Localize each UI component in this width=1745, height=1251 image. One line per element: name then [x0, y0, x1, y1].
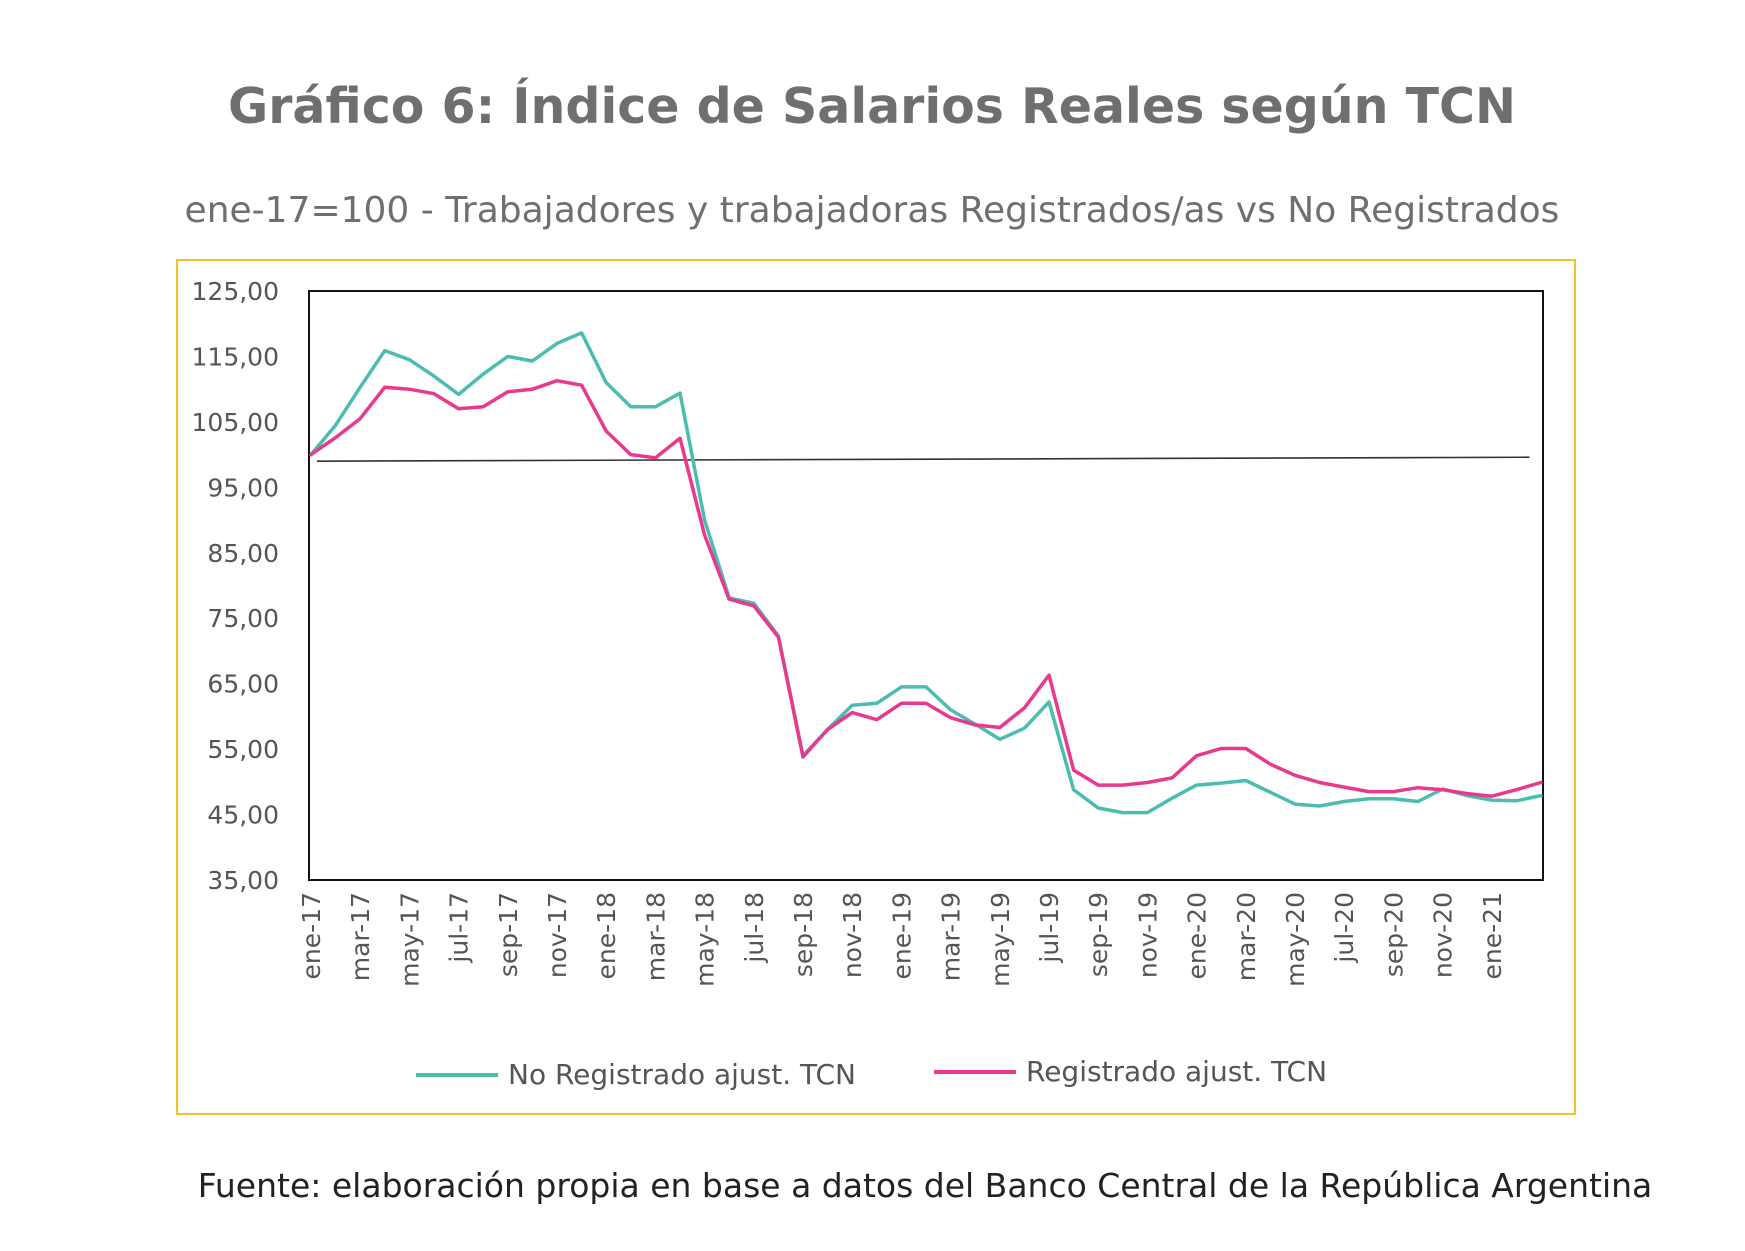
x-tick-label: ene-19 [887, 892, 916, 979]
y-tick-label: 65,00 [207, 670, 279, 699]
source-note: Fuente: elaboración propia en base a dat… [198, 1166, 1653, 1205]
x-tick-label: mar-19 [937, 892, 966, 981]
x-tick-label: may-17 [395, 892, 424, 987]
x-tick-label: may-18 [691, 892, 720, 987]
x-tick-label: mar-17 [346, 892, 375, 981]
x-tick-label: ene-17 [297, 892, 326, 979]
x-tick-label: sep-17 [494, 892, 523, 977]
y-tick-label: 55,00 [207, 735, 279, 764]
x-tick-label: jul-20 [1330, 892, 1359, 964]
y-tick-label: 45,00 [207, 801, 279, 830]
x-tick-label: ene-18 [592, 892, 621, 979]
x-tick-label: sep-18 [789, 892, 818, 977]
y-tick-label: 95,00 [207, 473, 279, 502]
x-tick-label: sep-19 [1084, 892, 1113, 977]
plot-area [308, 290, 1544, 881]
x-tick-label: jul-18 [740, 892, 769, 964]
legend-label: Registrado ajust. TCN [1026, 1055, 1327, 1088]
x-tick-label: sep-20 [1379, 892, 1408, 977]
y-axis: 125,00 115,00 105,00 95,00 85,00 75,00 65,00 55… [192, 277, 279, 895]
x-tick-label: nov-18 [838, 892, 867, 978]
x-tick-label: may-19 [986, 892, 1015, 987]
x-tick-label: ene-21 [1478, 892, 1507, 979]
y-tick-label: 85,00 [207, 539, 279, 568]
x-tick-label: mar-20 [1232, 892, 1261, 981]
chart-frame [176, 259, 1576, 1115]
x-axis: ene-17 mar-17 may-17 jul-17 sep-17 nov-17 ene-… [297, 892, 1507, 987]
x-tick-label: nov-19 [1133, 892, 1162, 978]
series-group [309, 331, 1543, 815]
x-tick-label: may-20 [1281, 892, 1310, 987]
chart-title: Gráfico 6: Índice de Salarios Reales seg… [228, 76, 1516, 135]
legend: No Registrado ajust. TCN Registrado ajust… [416, 1055, 1327, 1091]
series-line-registrado [309, 378, 1543, 798]
x-tick-label: nov-17 [543, 892, 572, 978]
reference-line [316, 456, 1530, 462]
x-tick-label: mar-18 [641, 892, 670, 981]
y-tick-label: 105,00 [192, 408, 279, 437]
y-tick-label: 115,00 [192, 342, 279, 371]
x-tick-label: jul-17 [445, 892, 474, 964]
series-line-no-registrado [309, 331, 1543, 815]
x-tick-label: ene-20 [1183, 892, 1212, 979]
y-tick-label: 35,00 [207, 866, 279, 895]
y-tick-label: 75,00 [207, 604, 279, 633]
legend-label: No Registrado ajust. TCN [508, 1058, 856, 1091]
chart-subtitle: ene-17=100 - Trabajadores y trabajadoras… [185, 190, 1560, 231]
y-tick-label: 125,00 [192, 277, 279, 306]
x-tick-label: jul-19 [1035, 892, 1064, 964]
x-tick-label: nov-20 [1429, 892, 1458, 978]
